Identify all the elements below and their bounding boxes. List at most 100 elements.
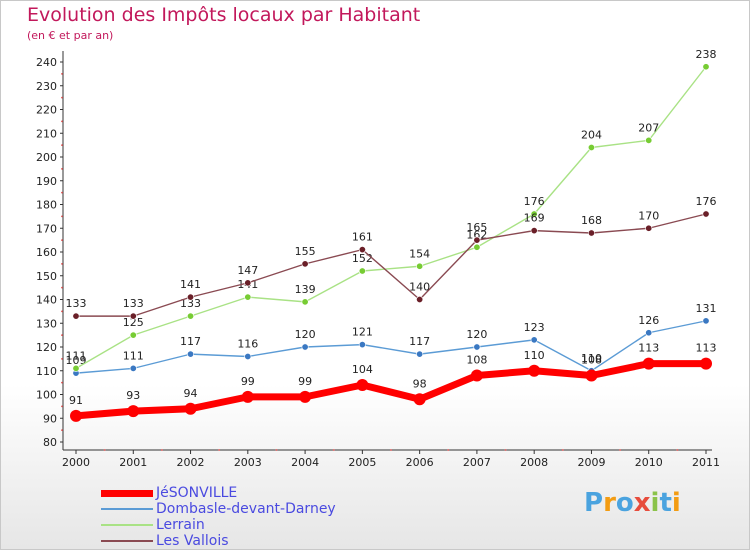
data-label: 108 (466, 354, 487, 367)
y-tick-label: 130 (36, 317, 57, 330)
x-minor-tick (161, 449, 163, 451)
data-point (358, 246, 366, 254)
data-label: 93 (126, 389, 140, 402)
data-point (587, 229, 595, 237)
series-line (75, 66, 707, 369)
data-label: 152 (352, 252, 373, 265)
data-point (129, 364, 137, 372)
series-line (76, 213, 707, 317)
data-label: 133 (123, 297, 144, 310)
data-point (645, 224, 653, 232)
logo-letter: x (633, 488, 651, 518)
x-minor-tick (447, 449, 450, 451)
x-tick-label: 2005 (348, 456, 376, 469)
data-label: 168 (581, 214, 602, 227)
x-tick-label: 2006 (406, 456, 434, 469)
x-tick-label: 2007 (463, 456, 491, 469)
data-label: 110 (524, 349, 545, 362)
data-label: 123 (524, 321, 545, 334)
data-point (473, 243, 481, 251)
data-point (473, 236, 481, 244)
data-label: 162 (466, 228, 487, 241)
chart-title: Evolution des Impôts locaux par Habitant (27, 4, 421, 26)
x-tick-label: 2002 (177, 456, 205, 469)
data-point (129, 312, 137, 320)
data-label: 99 (298, 375, 312, 388)
data-point (301, 343, 309, 351)
y-minor-tick (61, 239, 63, 242)
y-tick-label: 120 (36, 341, 57, 354)
x-tick-label: 2001 (119, 456, 147, 469)
data-label: 110 (581, 352, 602, 365)
data-label: 99 (241, 375, 255, 388)
data-label: 113 (696, 342, 717, 355)
data-label: 125 (123, 316, 144, 329)
data-point (70, 409, 82, 422)
y-tick-label: 200 (36, 151, 57, 164)
data-label: 165 (466, 221, 487, 234)
y-minor-tick (61, 286, 63, 289)
data-label: 133 (66, 297, 87, 310)
x-minor-tick (218, 449, 221, 451)
y-tick-label: 90 (43, 412, 57, 425)
data-point (72, 312, 80, 320)
series-line (75, 360, 706, 420)
data-label: 147 (237, 264, 258, 277)
data-label: 117 (180, 335, 201, 348)
x-minor-tick (103, 449, 106, 451)
x-tick-label: 2008 (520, 456, 548, 469)
y-minor-tick (61, 405, 63, 408)
data-label: 94 (184, 387, 198, 400)
logo-letter: t (659, 488, 672, 518)
logo-letter: o (615, 488, 634, 518)
data-point (244, 352, 252, 360)
x-minor-tick (676, 449, 679, 451)
data-label: 98 (413, 377, 427, 390)
x-tick-label: 2004 (291, 456, 319, 469)
data-label: 109 (66, 354, 87, 367)
x-tick-label: 2000 (62, 456, 90, 469)
data-point (645, 329, 653, 337)
data-label: 117 (409, 335, 430, 348)
data-point (356, 379, 369, 391)
y-minor-tick (61, 167, 63, 170)
data-label: 207 (638, 121, 659, 134)
logo-letter: i (650, 488, 660, 518)
y-minor-tick (61, 381, 63, 384)
data-point (645, 136, 653, 144)
data-point (244, 293, 252, 301)
x-minor-tick (619, 449, 621, 451)
data-label: 154 (409, 247, 430, 260)
data-point (72, 364, 80, 372)
x-minor-tick (561, 449, 564, 451)
data-point (702, 317, 710, 325)
y-tick-label: 160 (36, 246, 57, 259)
logo-letter: P (584, 488, 604, 518)
y-minor-tick (61, 262, 63, 265)
data-point (470, 369, 483, 382)
legend-swatch (101, 540, 153, 542)
legend-label: Dombasle-devant-Darney (156, 501, 336, 517)
data-point (129, 331, 137, 339)
data-label: 113 (638, 342, 659, 355)
data-point (530, 336, 538, 344)
y-tick-label: 80 (43, 436, 57, 449)
data-label: 126 (638, 314, 659, 327)
data-point (416, 350, 424, 358)
data-label: 176 (696, 195, 717, 208)
data-point (413, 393, 426, 406)
data-point (358, 267, 366, 275)
data-label: 111 (66, 349, 87, 362)
y-tick-label: 220 (36, 104, 57, 117)
data-label: 141 (180, 278, 201, 291)
data-point (244, 279, 252, 287)
y-tick-label: 240 (36, 56, 57, 69)
data-label: 161 (352, 231, 373, 244)
logo-letter: r (603, 488, 616, 518)
data-point (473, 343, 481, 351)
legend-label: Lerrain (156, 517, 205, 533)
y-minor-tick (61, 215, 63, 218)
data-label: 108 (581, 354, 602, 367)
y-minor-tick (61, 96, 63, 99)
